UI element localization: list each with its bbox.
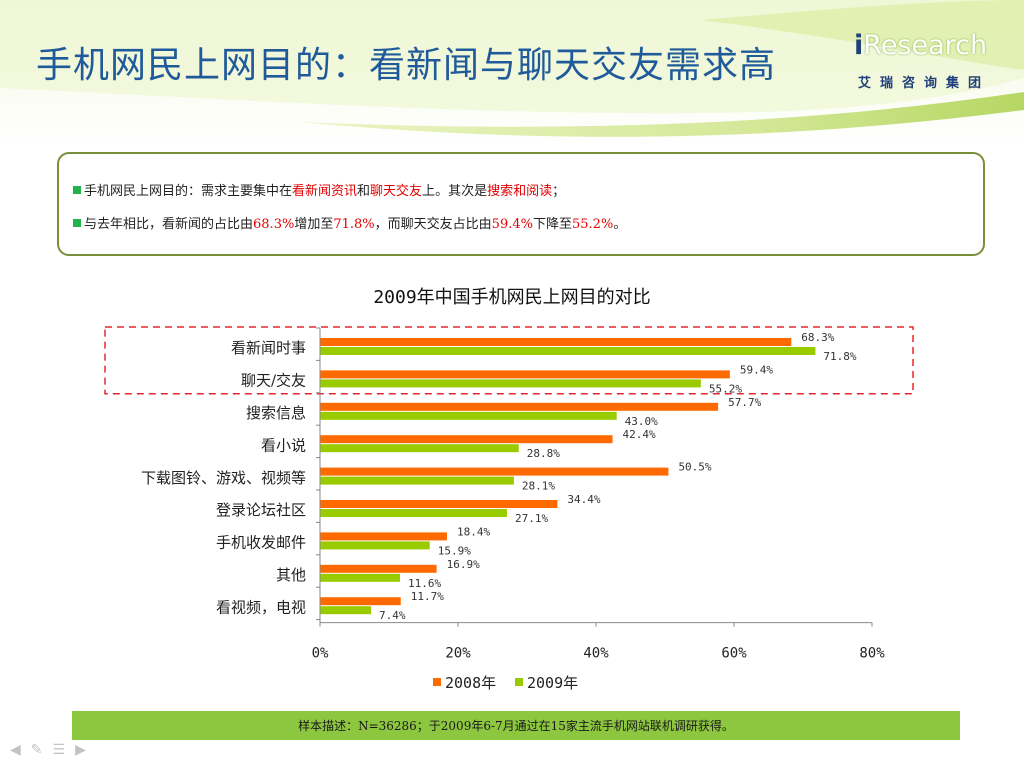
data-label: 15.9%	[438, 544, 471, 557]
highlight-text: 55.2%	[572, 217, 614, 232]
data-label: 28.8%	[527, 447, 560, 460]
chart-title: 2009年中国手机网民上网目的对比	[373, 287, 650, 308]
highlight-text: 59.4%	[491, 217, 533, 232]
category-label: 下载图铃、游戏、视频等	[141, 469, 306, 487]
sample-note: 样本描述：N=36286；于2009年6-7月通过在15家主流手机网站联机调研获…	[72, 711, 960, 740]
category-label: 其他	[276, 566, 306, 584]
bar-2009	[320, 606, 372, 615]
data-label: 71.8%	[823, 350, 856, 363]
bar-2008	[320, 370, 730, 379]
summary-line-2: 与去年相比，看新闻的占比由68.3%增加至71.8%，而聊天交友占比由59.4%…	[73, 213, 626, 232]
highlight-box	[104, 326, 914, 395]
data-label: 50.5%	[678, 461, 711, 474]
bar-2008	[320, 467, 669, 476]
data-label: 57.7%	[728, 396, 761, 409]
logo-wordmark: iResearch	[854, 30, 988, 61]
highlight-text: 看新闻资讯	[292, 184, 358, 199]
highlight-text: 搜索和阅读	[487, 184, 553, 199]
x-tick-label: 20%	[445, 646, 471, 662]
summary-box: 手机网民上网目的：需求主要集中在看新闻资讯和聊天交友上。其次是搜索和阅读； 与去…	[57, 152, 985, 256]
bar-2009	[320, 509, 507, 517]
bar-2008	[320, 402, 719, 411]
data-label: 11.6%	[408, 577, 441, 590]
summary-text: 上。其次是	[422, 184, 488, 199]
category-label: 看小说	[261, 436, 306, 454]
bar-2008	[320, 338, 792, 346]
next-arrow-icon[interactable]: ▶	[75, 742, 86, 758]
summary-text: 手机网民上网目的：需求主要集中在	[84, 184, 293, 199]
category-label: 看新闻时事	[231, 339, 306, 357]
slideshow-nav[interactable]: ◀ ✎ ☰ ▶	[10, 742, 86, 758]
summary-text: 与去年相比，看新闻的占比由	[84, 217, 254, 232]
data-label: 28.1%	[522, 480, 555, 493]
bar-2009	[320, 541, 430, 550]
legend-swatch-2009	[515, 678, 523, 686]
bar-2009	[320, 379, 701, 388]
highlight-text: 聊天交友	[370, 184, 423, 199]
x-tick-label: 0%	[312, 646, 329, 662]
bar-2008	[320, 435, 613, 444]
summary-line-1: 手机网民上网目的：需求主要集中在看新闻资讯和聊天交友上。其次是搜索和阅读；	[73, 180, 565, 199]
bar-2008	[320, 564, 437, 573]
data-label: 55.2%	[709, 382, 742, 395]
menu-icon[interactable]: ☰	[52, 742, 66, 758]
data-label: 27.1%	[515, 512, 548, 525]
category-label: 搜索信息	[246, 404, 306, 422]
x-tick-label: 60%	[721, 646, 747, 662]
data-label: 16.9%	[447, 558, 480, 571]
bar-2009	[320, 347, 816, 355]
x-tick-label: 80%	[859, 646, 885, 662]
data-label: 34.4%	[567, 493, 600, 506]
prev-arrow-icon[interactable]: ◀	[10, 742, 21, 758]
data-label: 7.4%	[379, 609, 406, 622]
summary-text: ；	[552, 184, 566, 199]
legend-swatch-2008	[433, 678, 441, 686]
highlight-text: 68.3%	[253, 217, 295, 232]
bar-2009	[320, 444, 519, 453]
summary-text: 。	[613, 217, 627, 232]
category-label: 手机收发邮件	[216, 534, 306, 552]
x-tick-label: 40%	[583, 646, 609, 662]
category-label: 聊天/交友	[241, 372, 306, 390]
bullet-icon	[73, 219, 81, 227]
legend-label: 2009年	[527, 674, 578, 692]
summary-text: ，而聊天交友占比由	[374, 217, 492, 232]
iresearch-logo: iResearch 艾瑞咨询集团	[854, 30, 1004, 100]
bullet-icon	[73, 186, 81, 194]
data-label: 18.4%	[457, 525, 490, 538]
slide-title: 手机网民上网目的：看新闻与聊天交友需求高	[36, 45, 777, 86]
bar-2009	[320, 573, 401, 582]
bar-2009	[320, 411, 617, 420]
bar-2008	[320, 532, 447, 541]
summary-text: 增加至	[294, 217, 334, 232]
bar-2009	[320, 476, 514, 485]
category-label: 登录论坛社区	[216, 501, 306, 519]
summary-text: 下降至	[532, 217, 572, 232]
bar-2008	[320, 500, 558, 508]
data-label: 43.0%	[625, 415, 658, 428]
legend-label: 2008年	[445, 674, 496, 692]
bar-2008	[320, 597, 401, 606]
highlight-text: 71.8%	[333, 217, 375, 232]
pen-icon[interactable]: ✎	[30, 742, 43, 758]
logo-subtitle: 艾瑞咨询集团	[858, 76, 991, 91]
summary-text: 和	[357, 184, 371, 199]
data-label: 59.4%	[740, 363, 773, 376]
data-label: 11.7%	[411, 590, 444, 603]
data-label: 68.3%	[801, 331, 834, 344]
data-label: 42.4%	[623, 428, 656, 441]
category-label: 看视频，电视	[216, 598, 306, 616]
